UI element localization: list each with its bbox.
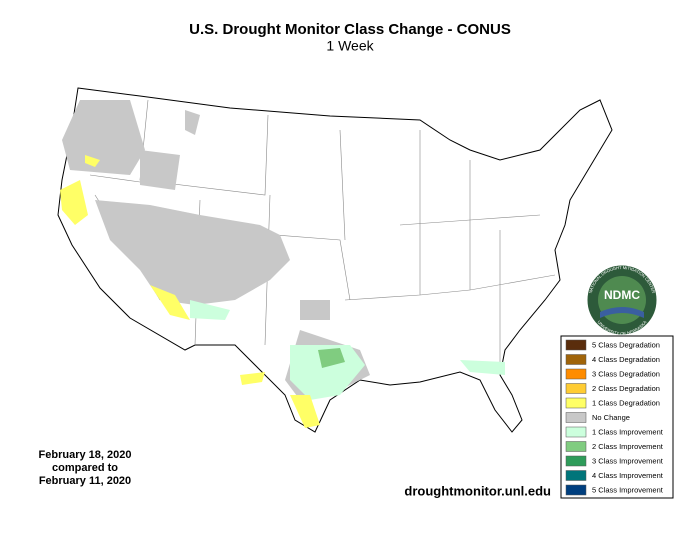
- legend-label: 3 Class Degradation: [592, 369, 660, 378]
- legend-label: 2 Class Improvement: [592, 442, 664, 451]
- map: [57, 87, 613, 433]
- legend-swatch: [565, 412, 587, 423]
- legend-label: 1 Class Degradation: [592, 398, 660, 407]
- legend-label: 4 Class Improvement: [592, 471, 664, 480]
- date-line: February 11, 2020: [39, 475, 131, 487]
- improvement-areas: [190, 300, 505, 400]
- legend-label: No Change: [592, 413, 630, 422]
- source-url: droughtmonitor.unl.edu: [404, 483, 551, 498]
- us-outline: [57, 87, 613, 433]
- legend: 5 Class Degradation 4 Class Degradation 3 …: [565, 339, 664, 496]
- legend-label: 5 Class Degradation: [592, 340, 660, 349]
- subtitle: 1 Week: [326, 38, 374, 54]
- legend-label: 4 Class Degradation: [592, 355, 660, 364]
- date-line: compared to: [52, 462, 118, 474]
- title: U.S. Drought Monitor Class Change - CONU…: [189, 21, 511, 38]
- legend-swatch: [565, 383, 587, 394]
- legend-swatch: [565, 397, 587, 409]
- legend-swatch: [565, 368, 587, 380]
- logo-text: NDMC: [604, 288, 640, 302]
- degradation-areas: [60, 155, 320, 428]
- legend-label: 2 Class Degradation: [592, 384, 660, 393]
- legend-swatch: [565, 354, 587, 365]
- legend-label: 3 Class Improvement: [592, 456, 664, 465]
- ndmc-logo: NDMC NATIONAL DROUGHT MITIGATION CENTER …: [586, 264, 658, 336]
- legend-swatch: [565, 339, 587, 351]
- legend-label: 1 Class Improvement: [592, 427, 664, 436]
- legend-label: 5 Class Improvement: [592, 485, 664, 494]
- legend-swatch: [565, 470, 587, 481]
- legend-swatch: [565, 455, 587, 467]
- legend-swatch: [565, 484, 587, 496]
- legend-swatch: [565, 426, 587, 438]
- date-line: February 18, 2020: [39, 449, 132, 461]
- legend-swatch: [565, 441, 587, 452]
